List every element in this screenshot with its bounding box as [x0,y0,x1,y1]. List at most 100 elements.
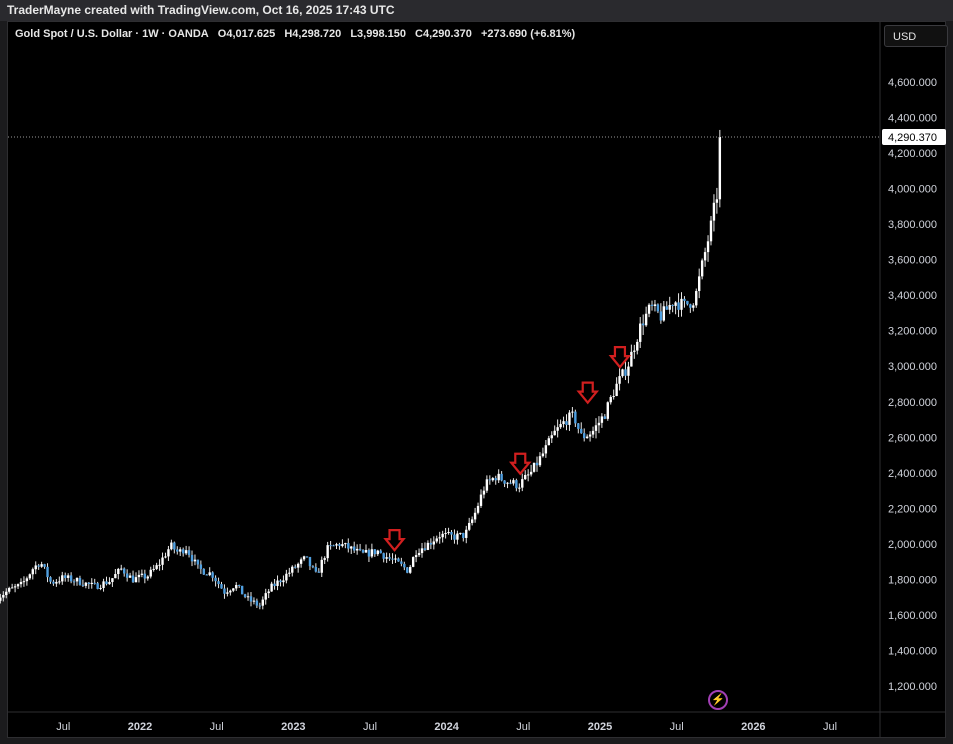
candle-body [294,566,297,568]
x-tick-label: Jul [516,721,530,733]
candle-body [108,582,111,585]
candle-body [2,595,5,598]
caption-text: TraderMayne created with TradingView.com… [7,3,395,17]
candle-body [715,199,719,203]
candle-body [282,580,285,583]
y-tick-label: 4,200.000 [888,148,937,160]
x-tick-label: 2022 [128,721,152,733]
candle-body [326,545,329,559]
candle-body [379,550,382,554]
candle-body [81,584,85,586]
candle-body [574,411,577,424]
candle-body [78,577,82,585]
candle-body [131,575,135,583]
candle-body [267,591,270,594]
candle-body [515,480,518,489]
y-tick-label: 2,200.000 [888,503,937,515]
candle-body [565,421,568,425]
y-tick-label: 4,600.000 [888,77,937,89]
candle-body [594,425,598,431]
candle-body [302,556,306,560]
candle-body [19,581,23,585]
last-price-badge [882,129,946,146]
candle-body [237,585,241,587]
candle-body [28,574,32,579]
candle-body [388,557,391,559]
candle-body [285,573,288,581]
candle-body [585,436,589,439]
candle-body [603,416,607,419]
candle-body [84,582,88,586]
candle-body [394,558,397,560]
candle-body [703,252,707,261]
candle-body [385,557,388,559]
y-tick-label: 1,200.000 [888,681,937,693]
candle-body [37,565,40,567]
lightning-icon[interactable]: ⚡ [708,690,728,710]
candle-body [223,588,226,594]
candle-body [117,568,120,575]
candle-body [535,462,539,466]
y-tick-label: 1,600.000 [888,610,937,622]
y-tick-label: 2,000.000 [888,539,937,551]
candle-body [382,553,385,559]
candle-body [553,430,556,436]
candle-body [697,276,701,292]
y-tick-label: 4,000.000 [888,184,937,196]
candle-body [411,557,415,567]
candle-body [700,260,704,277]
candle-body [140,573,144,575]
candle-body [547,438,551,446]
x-tick-label: 2026 [741,721,765,733]
candle-body [296,563,300,568]
candle-body [683,298,686,301]
y-tick-label: 3,600.000 [888,255,937,267]
candle-body [16,584,20,587]
candle-body [0,597,2,601]
x-tick-label: Jul [210,721,224,733]
chart-frame[interactable] [7,21,946,738]
candle-body [406,567,409,573]
y-tick-label: 1,400.000 [888,645,937,657]
candle-body [591,430,595,435]
candle-body [506,482,509,484]
candle-body [659,311,663,321]
candle-body [609,396,612,403]
down-arrow-marker [383,529,406,552]
candle-body [512,480,515,484]
candle-body [291,566,294,573]
candle-body [152,568,155,570]
candle-body [577,423,580,429]
candle-body [662,306,666,321]
candle-body [582,433,586,439]
candle-body [350,546,353,549]
candle-body [618,376,621,384]
x-tick-label: Jul [670,721,684,733]
candle-body [40,564,43,567]
candle-body [75,577,79,582]
candle-body [400,561,403,564]
candle-body [143,573,147,579]
candle-body [562,421,565,425]
candle-body [467,522,471,530]
candle-body [639,323,642,342]
candle-body [367,549,371,557]
candle-body [202,568,206,575]
candle-body [243,594,247,597]
currency-button[interactable]: USD [884,25,948,47]
candle-body [279,580,282,583]
candle-body [444,532,447,534]
candle-body [323,558,326,560]
candle-body [650,304,654,306]
candle-body [473,512,477,520]
candle-body [656,304,660,312]
candle-body [615,383,618,397]
candle-body [636,341,639,351]
candle-body [718,137,722,200]
candle-body [479,494,483,506]
candle-body [364,549,368,553]
candles [0,129,722,610]
candle-body [232,588,235,591]
candle-body [497,473,500,481]
